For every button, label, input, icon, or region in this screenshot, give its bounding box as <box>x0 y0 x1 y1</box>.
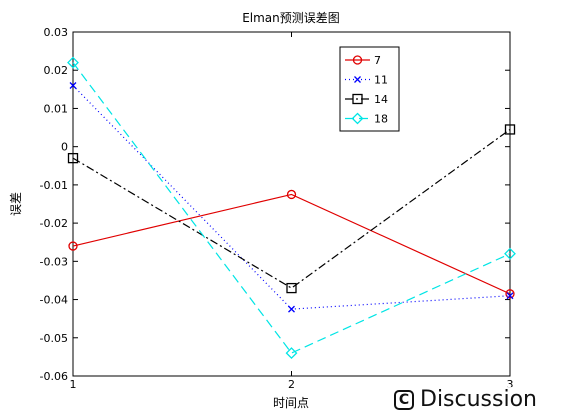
legend-label-7: 7 <box>374 54 381 67</box>
chart-title: Elman预测误差图 <box>242 11 340 25</box>
legend: 7 11 14 18 <box>339 46 400 132</box>
legend-label-11: 11 <box>374 74 388 87</box>
y-tick-label: -0.02 <box>40 217 68 230</box>
series-line-14 <box>72 128 511 289</box>
series-7 <box>68 189 515 299</box>
legend-marker-18 <box>351 112 364 125</box>
legend-label-18: 18 <box>374 113 388 126</box>
y-tick-label: -0.06 <box>40 370 68 383</box>
series-line-18 <box>72 62 511 354</box>
y-tick-label: 0.01 <box>44 102 69 115</box>
legend-marker-14 <box>352 93 363 105</box>
data-point-7 <box>286 189 297 200</box>
data-point-18 <box>67 56 79 69</box>
axis-ticks: 0.03 0.02 0.01 0 -0.01 -0.02 -0.03 -0.04 -0.05 -0… <box>40 26 514 391</box>
y-tick-label: -0.04 <box>40 294 68 307</box>
legend-label-14: 14 <box>374 93 388 106</box>
data-point-7 <box>68 241 78 251</box>
copyright-c-icon: C <box>394 389 414 410</box>
discussion-watermark: C Discussion <box>390 387 541 412</box>
data-point-11 <box>288 305 295 313</box>
watermark-text: Discussion <box>420 387 537 412</box>
series-11 <box>69 82 514 313</box>
data-point-11 <box>69 82 77 89</box>
y-tick-label: -0.05 <box>40 332 68 345</box>
data-series <box>67 56 516 359</box>
x-tick-label: 2 <box>288 378 295 391</box>
data-point-18 <box>285 347 298 359</box>
x-tick-label: 3 <box>507 378 514 391</box>
data-point-14 <box>67 152 79 164</box>
series-line-7 <box>72 193 511 295</box>
y-tick-label: 0.02 <box>44 64 69 77</box>
data-point-11 <box>506 292 514 300</box>
y-tick-label: -0.03 <box>40 255 68 268</box>
data-point-7 <box>505 289 515 299</box>
x-axis-label: 时间点 <box>273 396 309 410</box>
series-14 <box>67 124 516 294</box>
plot-area-frame <box>72 31 511 377</box>
legend-marker-7 <box>352 55 363 65</box>
series-18 <box>67 56 516 359</box>
y-tick-label: -0.01 <box>40 179 68 192</box>
x-tick-label: 1 <box>70 378 77 391</box>
data-point-14 <box>286 282 297 294</box>
legend-box <box>339 46 400 132</box>
data-point-14 <box>504 124 516 135</box>
y-tick-label: 0.03 <box>44 26 69 39</box>
data-point-18 <box>504 247 516 260</box>
legend-marker-11 <box>354 76 361 83</box>
y-tick-label: 0 <box>61 141 68 154</box>
y-axis-label: 误差 <box>9 192 23 216</box>
